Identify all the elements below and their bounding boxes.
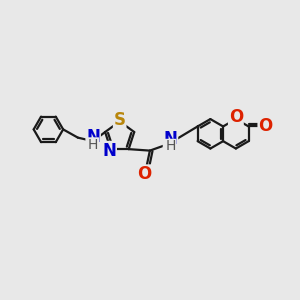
Text: H: H (165, 140, 176, 154)
Text: H: H (88, 138, 98, 152)
Text: O: O (258, 117, 272, 135)
Text: N: N (164, 130, 177, 148)
Text: N: N (86, 128, 100, 146)
Text: S: S (114, 111, 126, 129)
Text: N: N (102, 142, 116, 160)
Text: O: O (229, 108, 243, 126)
Text: O: O (137, 165, 151, 183)
